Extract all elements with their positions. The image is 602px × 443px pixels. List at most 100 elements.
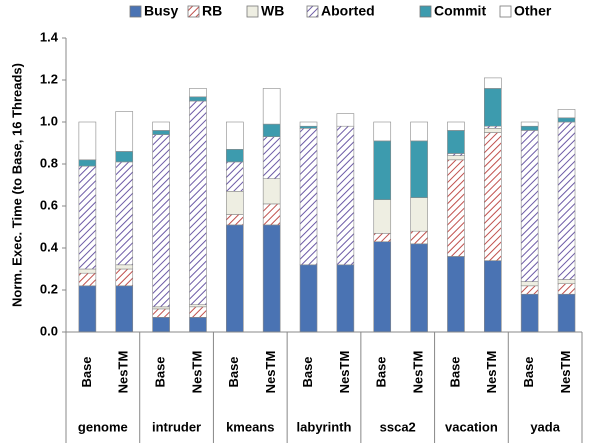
bar-segment bbox=[78, 121, 97, 161]
bar-segment bbox=[410, 121, 428, 142]
y-tick-label: 1.0 bbox=[40, 113, 58, 128]
x-tick-label: Base bbox=[226, 356, 241, 387]
legend-swatch bbox=[499, 5, 512, 18]
bar-segment bbox=[152, 306, 170, 310]
x-tick-label: NesTM bbox=[116, 351, 131, 394]
y-tick-label: 0.2 bbox=[40, 281, 58, 296]
bar-segment bbox=[115, 285, 134, 333]
group-label: vacation bbox=[445, 419, 498, 434]
bar-segment bbox=[410, 197, 428, 232]
y-tick-label: 0.6 bbox=[40, 197, 58, 212]
bar-segment bbox=[226, 191, 244, 215]
bar-segment bbox=[410, 243, 428, 333]
bar-segment bbox=[447, 121, 465, 131]
bar-segment bbox=[447, 130, 465, 154]
x-tick-label: Base bbox=[153, 356, 168, 387]
bar-segment bbox=[520, 293, 539, 333]
bar-segment bbox=[78, 159, 97, 167]
legend-swatch bbox=[306, 5, 319, 18]
y-tick-label: 1.2 bbox=[40, 71, 58, 86]
x-tick-label: NesTM bbox=[484, 351, 499, 394]
bar-segment bbox=[189, 316, 207, 333]
y-tick-label: 0.4 bbox=[40, 239, 59, 254]
legend-swatch bbox=[246, 5, 259, 18]
bar-segment bbox=[262, 203, 281, 226]
x-tick-label: NesTM bbox=[263, 351, 278, 394]
legend-swatch bbox=[187, 5, 200, 18]
bar-segment bbox=[520, 130, 539, 282]
group-label: labyrinth bbox=[297, 419, 352, 434]
bar-segment bbox=[447, 153, 465, 156]
group-label: intruder bbox=[152, 419, 201, 434]
legend-label: RB bbox=[202, 3, 222, 19]
bar-segment bbox=[115, 264, 134, 270]
bar-segment bbox=[78, 268, 97, 274]
bar-segment bbox=[557, 121, 576, 280]
bar-segment bbox=[447, 155, 465, 161]
x-tick-label: NesTM bbox=[189, 351, 204, 394]
bar-segment bbox=[299, 125, 318, 129]
bar-segment bbox=[115, 111, 134, 152]
legend-label: Other bbox=[514, 3, 552, 19]
bar-segment bbox=[262, 224, 281, 333]
bar-segment bbox=[189, 306, 207, 318]
bar-segment bbox=[484, 77, 502, 89]
bar-segment bbox=[189, 96, 207, 102]
bar-segment bbox=[152, 130, 170, 135]
bar-segment bbox=[484, 88, 502, 127]
bar-segment bbox=[262, 88, 281, 125]
bar-segment bbox=[410, 140, 428, 198]
bar-segment bbox=[226, 214, 244, 226]
bar-segment bbox=[115, 161, 134, 266]
legend-label: WB bbox=[261, 3, 284, 19]
bar-segment bbox=[557, 293, 576, 333]
bar-segment bbox=[299, 121, 318, 127]
bar-segment bbox=[557, 109, 576, 119]
bar-segment bbox=[262, 136, 281, 179]
bar-segment bbox=[336, 113, 355, 127]
bar-segment bbox=[520, 125, 539, 131]
bar-segment bbox=[520, 285, 539, 295]
bar-segment bbox=[557, 279, 576, 284]
legend-label: Busy bbox=[144, 3, 178, 19]
y-tick-label: 1.4 bbox=[40, 29, 59, 44]
x-tick-label: NesTM bbox=[558, 351, 573, 394]
bar-segment bbox=[226, 149, 244, 163]
bar-segment bbox=[447, 256, 465, 333]
bar-segment bbox=[262, 123, 281, 137]
x-tick-label: NesTM bbox=[411, 351, 426, 394]
bar-segment bbox=[262, 178, 281, 205]
bar-segment bbox=[373, 121, 392, 142]
bar-segment bbox=[115, 268, 134, 287]
group-label: ssca2 bbox=[380, 419, 416, 434]
bar-segment bbox=[484, 260, 502, 333]
group-label: yada bbox=[530, 419, 560, 434]
bar-segment bbox=[189, 100, 207, 305]
x-tick-label: NesTM bbox=[337, 351, 352, 394]
bar-segment bbox=[78, 285, 97, 333]
bar-segment bbox=[189, 88, 207, 98]
legend-swatch bbox=[419, 5, 432, 18]
bar-segment bbox=[299, 264, 318, 333]
legend-label: Aborted bbox=[321, 3, 375, 19]
bar-segment bbox=[226, 121, 244, 150]
bar-segment bbox=[373, 140, 392, 200]
bar-segment bbox=[484, 128, 502, 133]
legend-label: Commit bbox=[434, 3, 486, 19]
y-tick-label: 0.0 bbox=[40, 323, 58, 338]
bar-segment bbox=[78, 272, 97, 287]
bar-segment bbox=[189, 304, 207, 308]
y-axis-title: Norm. Exec. Time (to Base, 16 Threads) bbox=[9, 63, 24, 307]
bar-segment bbox=[152, 121, 170, 131]
bar-segment bbox=[152, 134, 170, 308]
bar-segment bbox=[484, 132, 502, 261]
bar-segment bbox=[520, 281, 539, 287]
legend-swatch bbox=[129, 5, 142, 18]
group-label: genome bbox=[78, 419, 128, 434]
bar-segment bbox=[447, 159, 465, 257]
bar-segment bbox=[520, 121, 539, 127]
bar-segment bbox=[115, 151, 134, 163]
x-tick-label: Base bbox=[521, 356, 536, 387]
bar-segment bbox=[299, 128, 318, 266]
bar-segment bbox=[78, 165, 97, 270]
